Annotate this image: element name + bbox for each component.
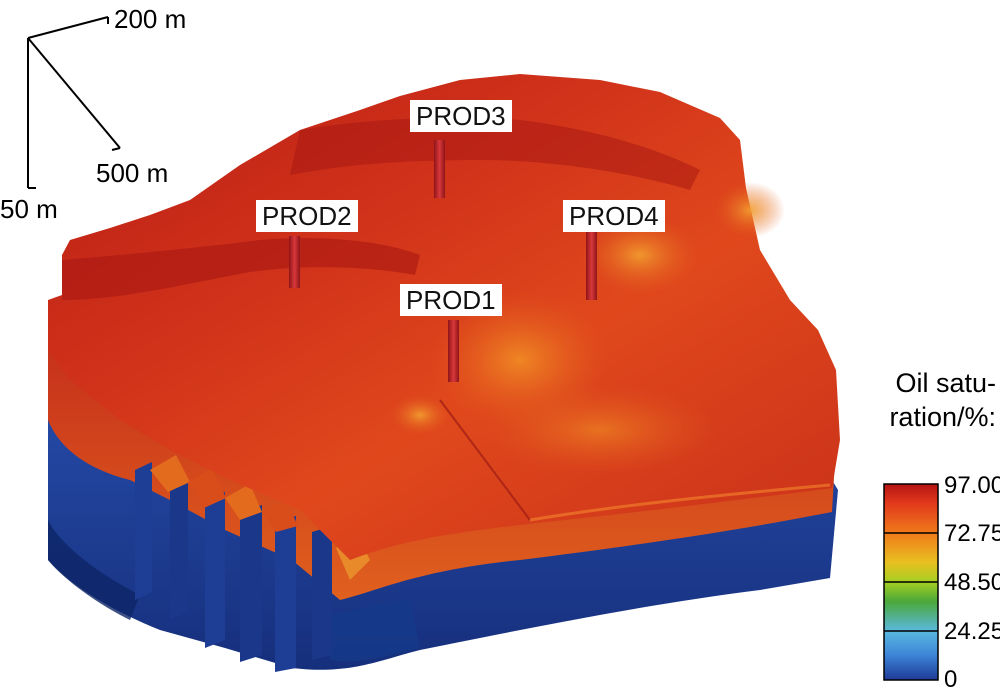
pillar-top xyxy=(225,484,262,520)
pillar xyxy=(170,478,188,620)
high-saturation-patch xyxy=(480,385,720,475)
well-pipes xyxy=(289,140,597,382)
axis-x-label: 200 m xyxy=(114,4,187,34)
axis-triad xyxy=(27,16,121,189)
surface-dark-fold xyxy=(62,238,420,300)
legend-title-line-1: Oil satu- xyxy=(895,368,996,398)
fault-line xyxy=(529,483,831,522)
fault-line xyxy=(439,399,531,521)
pillar xyxy=(205,492,225,648)
well-pipe-prod1 xyxy=(448,320,459,382)
pillar xyxy=(135,462,152,600)
pillar-top xyxy=(188,468,226,508)
pillar-top xyxy=(150,455,190,492)
pillar xyxy=(312,526,332,660)
surface-dark-fold-2 xyxy=(290,118,700,190)
well-pipe-prod3 xyxy=(434,140,445,198)
well-label-prod4: PROD4 xyxy=(563,200,665,232)
legend-tick-48: 48.50 xyxy=(944,569,1000,596)
legend-tick-97: 97.00 xyxy=(944,472,1000,499)
water-shadow-2 xyxy=(330,600,420,662)
legend-tick-72: 72.75 xyxy=(944,520,1000,547)
well-pipe-prod2 xyxy=(289,236,300,288)
high-saturation-patch xyxy=(390,395,450,435)
axis-x-line xyxy=(27,16,109,39)
axis-y-label: 500 m xyxy=(96,158,169,188)
legend-title-line-2: ration/%: xyxy=(889,402,996,432)
axis-y-line xyxy=(27,37,121,149)
well-label-prod3: PROD3 xyxy=(410,100,512,132)
water-shadow xyxy=(48,520,140,620)
axis-z-label: 50 m xyxy=(0,194,58,224)
axis-y-tick xyxy=(111,147,121,151)
high-saturation-patch xyxy=(715,182,785,238)
well-label-prod2: PROD2 xyxy=(256,200,358,232)
legend-title: Oil satu- ration/%: xyxy=(889,366,996,434)
well-label-prod1: PROD1 xyxy=(400,284,502,316)
legend-tick-0: 0 xyxy=(944,666,958,693)
pillar xyxy=(240,505,262,662)
pillar xyxy=(275,516,296,672)
grid-pillars xyxy=(135,455,370,672)
legend-colorbar xyxy=(883,483,939,681)
well-pipe-prod4 xyxy=(586,232,597,300)
high-saturation-patch xyxy=(580,215,700,295)
legend-tick-24: 24.25 xyxy=(944,618,1000,645)
pillar-top xyxy=(262,500,298,532)
